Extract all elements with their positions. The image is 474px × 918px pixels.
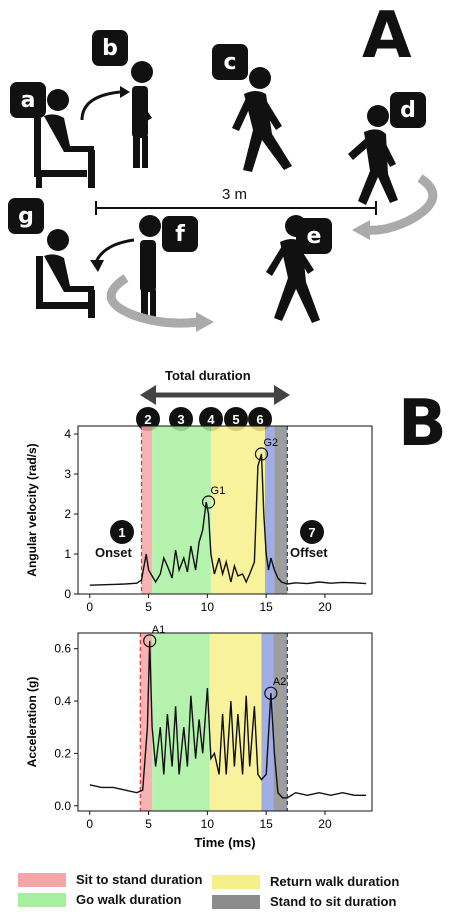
x-tick-label: 20 xyxy=(318,817,332,831)
seated-person-icon xyxy=(34,89,95,188)
seated-person-icon xyxy=(36,229,95,318)
legend-label: Stand to sit duration xyxy=(270,894,397,909)
series-line xyxy=(89,453,367,586)
legend-swatch xyxy=(18,872,66,887)
y-tick-label: 0.0 xyxy=(54,799,71,813)
badge-f: f xyxy=(162,216,198,252)
x-tick-label: 10 xyxy=(201,817,215,831)
x-tick-label: 15 xyxy=(259,817,273,831)
legend-swatch xyxy=(18,892,66,907)
walking-person-icon xyxy=(348,105,398,205)
phase-band xyxy=(141,426,153,594)
phase-band xyxy=(140,633,153,811)
x-tick-label: 0 xyxy=(86,817,93,831)
badge-b: b xyxy=(92,30,128,66)
legend-label: Sit to stand duration xyxy=(76,872,203,887)
x-tick-label: 5 xyxy=(145,600,152,614)
badge-g: g xyxy=(8,198,44,234)
peak-marker xyxy=(254,447,269,461)
x-tick-label: 20 xyxy=(318,600,332,614)
x-axis-label: Time (ms) xyxy=(194,835,255,850)
panel-letter-b: B xyxy=(398,387,447,461)
peak-label: A1 xyxy=(152,625,165,636)
badge-e: e xyxy=(296,218,332,254)
y-axis-label: Acceleration (g) xyxy=(25,677,39,768)
y-tick-label: 4 xyxy=(64,427,71,441)
y-tick-label: 2 xyxy=(64,507,71,521)
y-axis-label: Angular velocity (rad/s) xyxy=(25,443,39,576)
plot-frame xyxy=(77,632,373,812)
legend-go-walk: Go walk duration xyxy=(18,892,181,907)
phase-band xyxy=(274,426,288,594)
x-tick-label: 0 xyxy=(86,600,93,614)
offset-badge: 7 xyxy=(300,520,324,544)
plot-frame xyxy=(77,425,373,595)
x-tick-label: 15 xyxy=(259,600,273,614)
onset-badge: 1 xyxy=(110,520,134,544)
legend-swatch xyxy=(212,894,260,909)
legend-swatch xyxy=(212,874,260,889)
total-duration-label: Total duration xyxy=(165,368,251,383)
panel-letter-a: A xyxy=(362,0,412,73)
peak-marker xyxy=(143,634,157,648)
y-tick-label: 0.6 xyxy=(54,642,71,656)
peak-marker xyxy=(201,495,216,509)
curved-arrow-icon xyxy=(94,238,135,263)
y-tick-label: 3 xyxy=(64,467,71,481)
phase-band xyxy=(264,426,275,594)
legend-sit-to-stand: Sit to stand duration xyxy=(18,872,202,887)
panel-a-illustration xyxy=(34,61,438,332)
badge-c: c xyxy=(212,44,248,80)
standing-person-icon xyxy=(131,61,153,168)
angular-velocity-chart: G1 G2 0 5 10 15 20 0 1 2 3 4 Angular velocity (rad/s… xyxy=(25,425,373,614)
series-line xyxy=(89,640,367,799)
curved-arrow-icon xyxy=(80,90,121,121)
standing-person-icon xyxy=(139,215,161,320)
y-tick-label: 0.4 xyxy=(54,694,71,708)
badge-a: a xyxy=(10,82,46,118)
legend-label: Go walk duration xyxy=(76,892,182,907)
turn-arrow-icon xyxy=(106,274,199,328)
peak-label: G1 xyxy=(211,485,226,497)
peak-label: A2 xyxy=(273,676,286,688)
peak-marker xyxy=(264,686,278,700)
acceleration-chart: A1 A2 0 5 10 15 20 0.0 0.2 0.4 0.6 Acceleration (g)… xyxy=(25,625,373,850)
turn-arrow-icon xyxy=(365,174,438,235)
badge-d: d xyxy=(390,92,426,128)
phase-band xyxy=(261,633,274,811)
legend-label: Return walk duration xyxy=(270,874,400,889)
phase-band xyxy=(273,633,288,811)
offset-label: Offset xyxy=(290,545,328,560)
distance-label: 3 m xyxy=(222,186,248,203)
x-tick-label: 5 xyxy=(145,817,152,831)
walking-person-icon xyxy=(232,67,292,172)
x-tick-label: 10 xyxy=(201,600,215,614)
legend-stand-to-sit: Stand to sit duration xyxy=(212,894,396,909)
peak-label: G2 xyxy=(263,437,278,449)
total-duration-arrow xyxy=(140,385,290,405)
y-tick-label: 0.2 xyxy=(54,746,71,760)
phase-band xyxy=(152,633,210,811)
onset-label: Onset xyxy=(95,545,132,560)
y-tick-label: 1 xyxy=(64,547,71,561)
legend-return-walk: Return walk duration xyxy=(212,874,399,889)
y-tick-label: 0 xyxy=(64,587,71,601)
